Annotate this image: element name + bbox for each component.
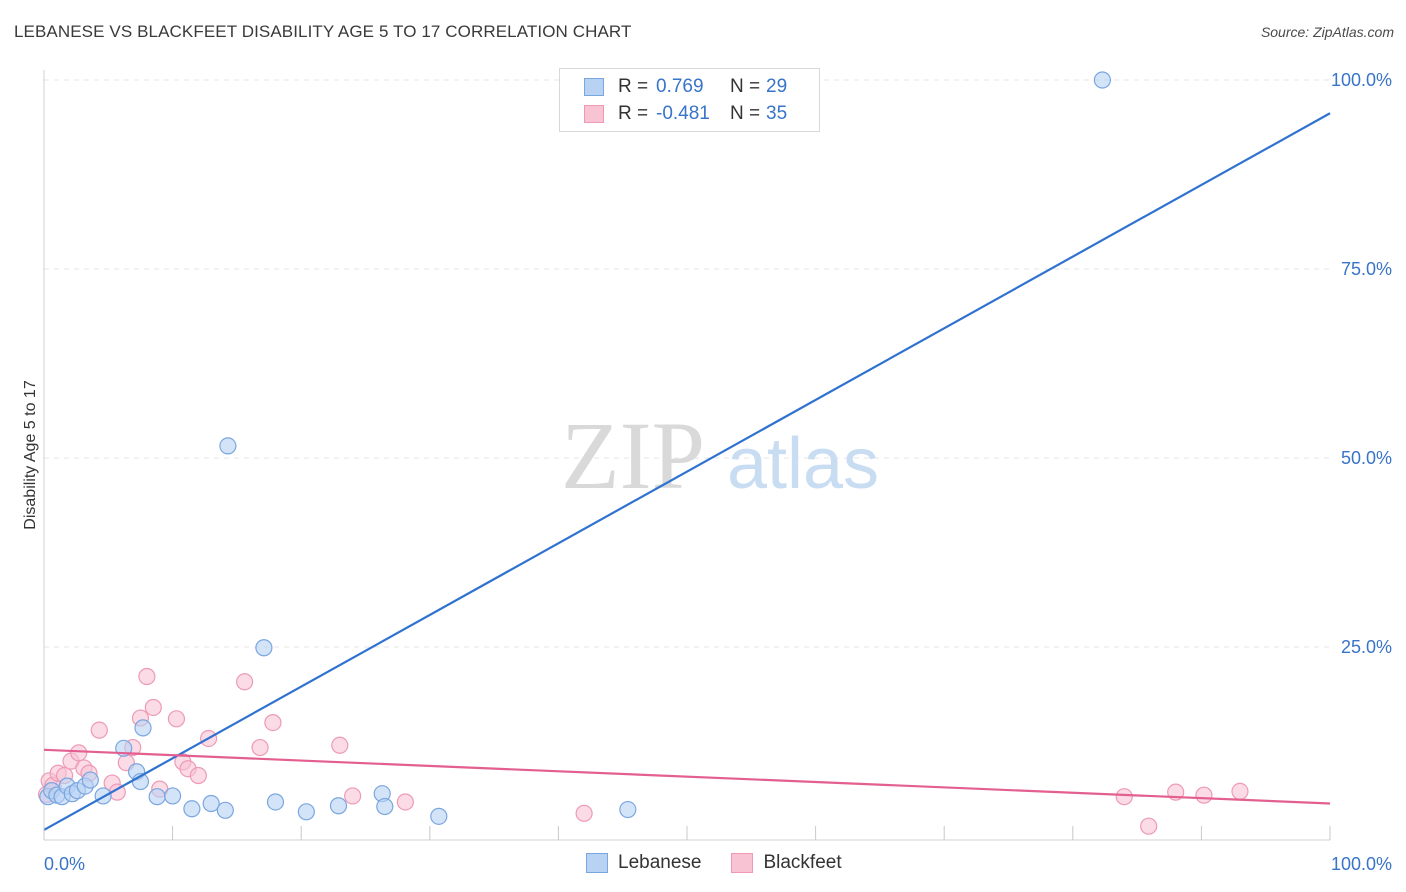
lebanese-point xyxy=(148,788,166,806)
legend-n-label: N = xyxy=(730,103,761,124)
lebanese-point xyxy=(164,787,182,805)
blackfeet-point xyxy=(1115,788,1133,806)
blackfeet-point xyxy=(236,673,254,691)
y-tick-label: 75.0% xyxy=(1341,259,1392,279)
legend-label-blackfeet: Blackfeet xyxy=(763,852,842,873)
legend-item-blackfeet[interactable]: Blackfeet xyxy=(731,852,842,874)
legend-n-value: 29 xyxy=(766,76,788,97)
blackfeet-point xyxy=(1231,782,1249,800)
watermark-atlas: atlas xyxy=(727,424,879,504)
blackfeet-point xyxy=(344,787,362,805)
lebanese-point xyxy=(255,639,273,657)
x-tick-label: 0.0% xyxy=(44,854,85,874)
lebanese-swatch xyxy=(584,78,604,96)
legend-r-value: 0.769 xyxy=(656,76,704,97)
lebanese-point xyxy=(619,800,637,819)
lebanese-point xyxy=(183,800,201,818)
lebanese-point xyxy=(219,437,237,455)
blackfeet-point xyxy=(251,738,269,757)
watermark-zip: ZIP xyxy=(561,402,705,509)
blackfeet-point xyxy=(189,766,207,785)
legend-row-blackfeet: R = -0.481 N = 35 xyxy=(584,101,787,127)
lebanese-point xyxy=(266,793,285,811)
blackfeet-point xyxy=(144,698,162,717)
blackfeet-trend-line xyxy=(43,748,1331,805)
lebanese-trend-line xyxy=(43,112,1331,831)
legend-label-lebanese: Lebanese xyxy=(618,852,702,873)
trend-layer xyxy=(43,112,1331,831)
blackfeet-swatch xyxy=(584,105,604,123)
legend-n-label: N = xyxy=(730,76,761,97)
legend-item-lebanese[interactable]: Lebanese xyxy=(586,852,701,874)
lebanese-point xyxy=(430,807,448,825)
lebanese-point xyxy=(297,803,315,821)
tick-label-layer: 25.0% 50.0% 75.0% 100.0% 0.0% 100.0% xyxy=(43,70,1392,874)
source-credit: Source: ZipAtlas.com xyxy=(1260,24,1394,40)
lebanese-point xyxy=(134,719,152,737)
legend-row-lebanese: R = 0.769 N = 29 xyxy=(584,74,787,100)
series-legend: Lebanese Blackfeet xyxy=(586,852,872,874)
legend-n-value: 35 xyxy=(766,103,788,124)
lebanese-point xyxy=(216,801,234,819)
legend-r-label: R = xyxy=(618,76,649,97)
blackfeet-point xyxy=(70,744,88,762)
lebanese-legend-swatch xyxy=(586,853,608,873)
blackfeet-point xyxy=(167,710,186,728)
blackfeet-point xyxy=(1140,817,1158,835)
chart-title: LEBANESE VS BLACKFEET DISABILITY AGE 5 T… xyxy=(14,22,632,41)
y-tick-label: 50.0% xyxy=(1341,448,1392,468)
legend-r-label: R = xyxy=(618,103,649,124)
blackfeet-point xyxy=(396,793,414,811)
blackfeet-legend-swatch xyxy=(731,853,754,873)
lebanese-point xyxy=(376,797,394,816)
y-tick-label: 25.0% xyxy=(1341,637,1392,657)
x-tick-label: 100.0% xyxy=(1331,854,1392,874)
lebanese-point xyxy=(202,794,220,813)
watermark: ZIP atlas xyxy=(561,402,879,509)
blackfeet-point xyxy=(90,721,108,739)
y-axis-label: Disability Age 5 to 17 xyxy=(22,380,39,530)
blackfeet-point xyxy=(138,667,156,686)
y-tick-label: 100.0% xyxy=(1331,70,1392,90)
grid-layer xyxy=(44,79,1330,648)
blackfeet-point xyxy=(575,804,593,822)
lebanese-point xyxy=(1093,71,1111,89)
legend-r-value: -0.481 xyxy=(656,103,710,124)
blackfeet-point xyxy=(331,736,349,754)
lebanese-point xyxy=(329,797,348,815)
correlation-legend: R = 0.769 N = 29 R = -0.481 N = 35 xyxy=(559,68,820,132)
lebanese-point xyxy=(81,771,99,789)
blackfeet-point xyxy=(1195,786,1213,804)
blackfeet-point xyxy=(264,713,282,732)
